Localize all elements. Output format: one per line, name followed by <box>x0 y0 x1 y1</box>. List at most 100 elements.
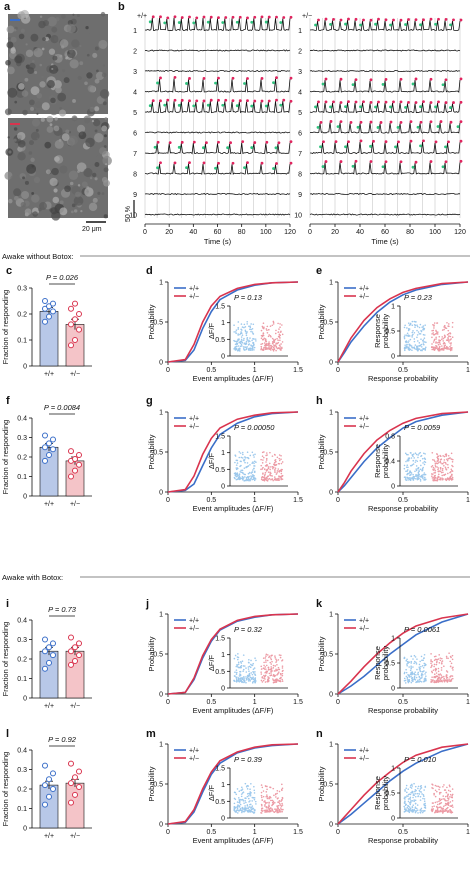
inset-dot <box>276 471 278 474</box>
inset-dot <box>239 798 241 801</box>
y-axis-label: Probability <box>147 434 156 469</box>
inset-dot <box>260 809 263 812</box>
inset-dot <box>423 789 425 791</box>
inset-dot <box>254 679 256 681</box>
inset-y-axis-label: ΔF/F <box>207 322 216 339</box>
peak-marker <box>384 160 388 164</box>
inset-dot <box>241 677 244 679</box>
inset-dot <box>417 347 419 349</box>
inset-dot <box>436 801 438 803</box>
inset-dot <box>414 326 416 329</box>
data-point <box>76 452 82 459</box>
inset-dot <box>418 348 421 350</box>
inset-y-tick-label: 0.5 <box>385 791 395 798</box>
inset-dot <box>264 809 267 812</box>
y-tick-label: 0.5 <box>153 782 163 789</box>
inset-dot <box>280 472 283 475</box>
y-tick-label: 1 <box>329 612 333 619</box>
inset-dot <box>431 333 433 335</box>
cell-blob <box>77 75 82 80</box>
panel-letter-g: g <box>146 395 153 407</box>
cell-blob <box>40 117 45 122</box>
inset-dot <box>240 795 243 798</box>
inset-dot <box>280 458 282 460</box>
y-axis-label: Fraction of responding <box>1 420 10 495</box>
inset-dot <box>434 795 437 798</box>
inset-dot <box>407 329 410 332</box>
inset-dot <box>439 461 442 464</box>
peak-marker <box>246 77 249 80</box>
inset-dot <box>414 452 417 455</box>
inset-dot <box>419 795 422 798</box>
inset-dot <box>435 330 438 333</box>
inset-dot <box>269 786 271 789</box>
cell-blob <box>17 45 21 49</box>
inset-dot <box>408 340 410 342</box>
inset-dot <box>272 675 274 677</box>
inset-dot <box>234 343 237 346</box>
onset-marker <box>416 125 420 129</box>
time-tick-label: 40 <box>189 229 197 236</box>
inset-dot <box>406 469 409 471</box>
inset-dot <box>431 670 433 673</box>
inset-dot <box>280 462 283 465</box>
inset-dot <box>260 464 263 467</box>
inset-dot <box>269 471 271 474</box>
inset-dot <box>265 452 268 454</box>
inset-dot <box>439 468 442 470</box>
onset-marker <box>419 23 422 27</box>
peak-marker <box>317 100 320 104</box>
inset-dot <box>278 654 281 656</box>
onset-marker <box>250 20 254 24</box>
x-tick-label: +/− <box>70 703 80 710</box>
inset-dot <box>434 789 437 792</box>
inset-dot <box>242 339 245 341</box>
y-tick-label: 1 <box>159 410 163 417</box>
inset-dot <box>250 672 253 674</box>
inset-dot <box>244 473 247 476</box>
inset-dot <box>274 471 276 474</box>
inset-dot <box>450 796 453 799</box>
inset-dot <box>422 329 424 331</box>
inset-y-tick-label: 1 <box>391 636 395 643</box>
inset-dot <box>237 678 240 680</box>
inset-dot <box>430 660 432 663</box>
inset-dot <box>244 807 246 810</box>
cell-blob <box>21 190 30 200</box>
y-axis-label: Probability <box>147 636 156 671</box>
inset-dot <box>244 326 247 328</box>
cell-blob <box>97 196 100 200</box>
inset-dot <box>234 474 237 477</box>
inset-dot <box>418 342 421 344</box>
inset-dot <box>423 473 426 476</box>
inset-dot <box>262 466 264 469</box>
inset-dot <box>268 805 270 808</box>
cell-blob <box>103 145 107 148</box>
peak-marker <box>202 15 206 19</box>
inset-dot <box>415 661 417 664</box>
inset-dot <box>434 469 437 472</box>
inset-dot <box>265 655 267 657</box>
inset-dot <box>261 479 264 481</box>
inset-dot <box>276 797 279 800</box>
inset-dot <box>271 804 273 807</box>
data-point <box>76 640 82 647</box>
inset-dot <box>437 460 439 462</box>
inset-dot <box>280 808 283 811</box>
inset-dot <box>234 671 236 673</box>
inset-dot <box>272 800 275 803</box>
inset-y-tick-label: 0.5 <box>385 661 395 668</box>
inset-dot <box>416 340 419 342</box>
onset-marker <box>449 23 452 27</box>
peak-marker <box>282 16 286 19</box>
inset-dot <box>281 475 283 478</box>
cell-blob <box>54 117 58 121</box>
cell-blob <box>6 41 14 49</box>
cdf-line-het <box>167 281 299 363</box>
inset-dot <box>443 346 446 349</box>
inset-dot <box>424 453 426 455</box>
peak-marker <box>414 18 418 22</box>
inset-dot <box>268 656 270 659</box>
